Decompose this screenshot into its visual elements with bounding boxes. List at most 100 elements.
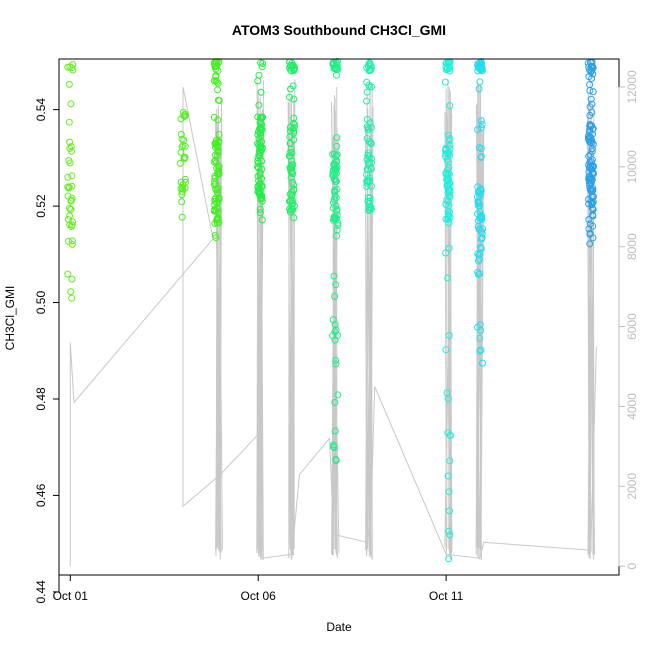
data-point-flight-7 (445, 191, 453, 199)
data-point-flight-5 (332, 360, 340, 368)
data-point-flight-0 (67, 223, 75, 230)
y2-tick-label: 4000 (625, 393, 639, 420)
data-point-flight-8 (477, 346, 485, 354)
data-point-flight-7 (446, 214, 454, 221)
data-point-flight-5 (331, 188, 339, 196)
data-point-flight-7 (445, 527, 453, 535)
secondary-y-axis: 0 2000 4000 6000 8000 10000 12000 (618, 70, 639, 570)
data-point-flight-3 (258, 114, 266, 122)
data-point-flight-9 (589, 206, 597, 213)
data-point-flight-9 (584, 134, 592, 142)
data-point-flight-0 (67, 197, 75, 205)
data-point-flight-7 (444, 472, 452, 480)
y-tick-label: 0.46 (34, 483, 48, 507)
data-point-flight-0 (64, 270, 72, 278)
data-point-flight-6 (366, 66, 374, 74)
data-point-flight-9 (588, 65, 596, 72)
data-point-flight-2 (213, 152, 221, 159)
data-point-flight-2 (211, 195, 219, 203)
data-point-flight-9 (588, 109, 596, 116)
data-point-flight-3 (258, 63, 266, 71)
data-point-flight-0 (68, 147, 76, 155)
data-point-flight-1 (181, 112, 189, 120)
data-point-flight-4 (286, 152, 294, 160)
data-point-flight-2 (214, 96, 222, 104)
data-point-flight-4 (290, 129, 298, 137)
data-point-flight-7 (442, 346, 450, 354)
data-point-flight-8 (476, 334, 484, 342)
x-tick-label: Oct 01 (53, 589, 89, 603)
data-point-flight-7 (445, 555, 453, 563)
data-point-flight-4 (287, 168, 295, 176)
data-point-flight-7 (445, 332, 453, 339)
data-point-flight-5 (332, 165, 340, 172)
data-point-flight-2 (211, 231, 219, 239)
data-point-flight-3 (258, 216, 266, 224)
data-point-flight-5 (332, 170, 340, 177)
data-point-flight-8 (474, 126, 482, 133)
data-point-flight-4 (289, 62, 297, 69)
data-point-flight-0 (67, 206, 75, 214)
y-tick-label: 0.44 (34, 580, 48, 604)
data-point-flight-4 (286, 123, 294, 131)
data-point-flight-5 (330, 175, 338, 183)
data-point-flight-0 (67, 288, 75, 296)
data-point-flight-5 (330, 444, 338, 451)
data-point-flight-3 (258, 121, 266, 129)
data-point-flight-7 (444, 132, 452, 139)
data-point-flight-2 (213, 164, 221, 172)
data-point-flight-7 (442, 59, 450, 67)
data-point-flight-5 (329, 60, 337, 68)
data-point-flight-6 (364, 126, 372, 134)
data-point-flight-0 (66, 204, 73, 212)
data-point-flight-4 (288, 149, 296, 156)
data-point-flight-7 (446, 102, 454, 110)
data-point-flight-3 (255, 71, 263, 79)
data-point-flight-0 (64, 192, 72, 200)
data-point-flight-5 (329, 171, 337, 179)
data-point-flight-6 (364, 159, 372, 167)
data-point-flight-5 (330, 441, 337, 449)
data-point-flight-9 (589, 88, 597, 96)
data-point-flight-3 (255, 101, 263, 109)
data-point-flight-8 (477, 117, 485, 125)
data-point-flight-0 (66, 221, 74, 229)
data-point-flight-5 (333, 71, 340, 79)
data-point-flight-3 (255, 135, 263, 143)
data-point-flight-7 (441, 78, 449, 86)
data-point-flight-5 (329, 150, 337, 158)
data-point-flight-0 (66, 212, 74, 220)
data-point-flight-1 (178, 198, 186, 206)
data-point-flight-4 (290, 95, 298, 103)
data-point-flight-0 (65, 183, 73, 191)
data-point-flight-0 (68, 275, 76, 283)
data-point-flight-6 (365, 203, 373, 211)
data-point-flight-9 (588, 174, 596, 182)
data-point-flight-5 (332, 177, 340, 185)
altitude-profile-5 (444, 79, 453, 560)
data-point-flight-2 (210, 113, 218, 121)
data-point-flight-5 (333, 134, 341, 142)
data-point-flight-6 (364, 151, 372, 159)
altitude-profile-0 (215, 101, 223, 560)
data-point-flight-2 (214, 189, 221, 197)
data-point-flight-2 (212, 234, 220, 242)
data-point-flight-4 (290, 214, 298, 222)
data-point-flight-5 (331, 427, 339, 435)
data-point-flight-9 (586, 240, 594, 248)
data-point-flight-7 (442, 152, 449, 160)
data-point-flight-2 (214, 86, 222, 94)
data-point-flight-7 (446, 67, 454, 75)
data-point-flight-4 (287, 61, 295, 69)
data-point-flight-8 (476, 347, 484, 355)
data-point-flight-7 (445, 212, 453, 220)
data-point-flight-9 (587, 122, 595, 130)
data-point-flight-9 (589, 186, 597, 194)
y2-tick-label: 0 (625, 563, 639, 570)
data-point-flight-8 (478, 120, 486, 128)
data-point-flight-9 (588, 204, 596, 212)
data-point-flight-6 (363, 97, 371, 105)
data-point-flight-6 (366, 206, 373, 214)
data-point-flight-3 (255, 150, 263, 158)
